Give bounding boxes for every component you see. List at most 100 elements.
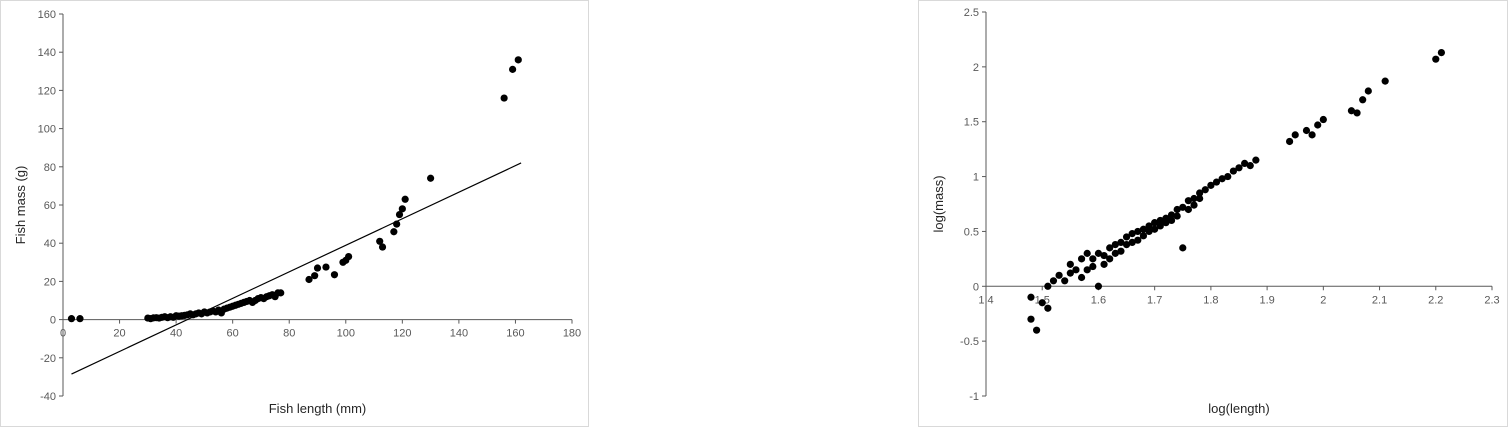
data-point: [1167, 211, 1176, 219]
data-point: [427, 174, 435, 182]
data-point: [1049, 277, 1058, 285]
data-point: [1353, 109, 1361, 117]
data-point: [1179, 244, 1187, 252]
right-tick-labels: -1-0.500.511.522.51.41.51.61.71.81.922.1…: [960, 7, 1500, 403]
x-tick-label: 1.4: [978, 294, 993, 306]
x-tick-label: 1.7: [1147, 294, 1162, 306]
data-point: [1173, 205, 1181, 214]
data-point: [1190, 201, 1198, 209]
x-tick-label: 2.1: [1372, 294, 1387, 306]
data-point: [1224, 172, 1232, 181]
data-point: [1151, 219, 1159, 227]
data-point: [1196, 194, 1204, 203]
data-point: [1100, 251, 1108, 260]
data-point: [390, 228, 398, 236]
y-tick-label: 120: [38, 85, 56, 97]
data-point: [1128, 230, 1136, 238]
x-tick-label: 1.8: [1203, 294, 1218, 306]
data-point: [1179, 203, 1187, 211]
data-point: [1162, 219, 1170, 227]
y-tick-label: 2.5: [964, 7, 979, 19]
chart-right-svg: -1-0.500.511.522.51.41.51.61.71.81.922.1…: [931, 7, 1500, 416]
data-point: [378, 243, 387, 251]
data-point: [1038, 299, 1046, 307]
y-tick-label: 0: [973, 281, 979, 293]
x-tick-label: 20: [113, 328, 125, 340]
data-point: [398, 205, 406, 213]
data-point: [1072, 266, 1080, 274]
left-trendline: [71, 162, 522, 375]
x-tick-label: 100: [337, 328, 355, 340]
data-point: [401, 195, 409, 203]
data-point: [1184, 197, 1192, 205]
data-point: [1246, 162, 1254, 170]
data-point: [1145, 222, 1153, 230]
x-tick-label: 2.3: [1484, 294, 1499, 306]
data-point: [1218, 175, 1226, 183]
x-tick-label: 140: [450, 328, 468, 340]
data-point: [1190, 194, 1198, 203]
y-tick-label: 1.5: [964, 117, 979, 129]
data-point: [1055, 271, 1063, 279]
y-tick-label: 60: [44, 200, 56, 212]
data-point: [311, 272, 319, 280]
data-point: [1044, 304, 1052, 312]
left-axes: [59, 13, 573, 397]
data-point: [1156, 216, 1164, 225]
trendline: [71, 162, 522, 375]
data-point: [1044, 282, 1052, 290]
right-points: [1027, 48, 1445, 334]
x-tick-label: 1.6: [1091, 294, 1106, 306]
y-tick-label: 140: [38, 47, 56, 59]
data-point: [395, 210, 404, 219]
data-point: [1207, 181, 1215, 189]
data-point: [1027, 315, 1035, 323]
data-point: [1106, 255, 1114, 263]
y-tick-label: 1: [973, 172, 979, 184]
y-tick-label: -40: [40, 391, 56, 403]
y-axis-title: Fish mass (g): [13, 166, 28, 245]
y-tick-label: 0: [50, 315, 56, 327]
chart-left-svg: -40 -20 0 20 40 60 80 100 120 140 160 0 20 40 60 80 100 1…: [13, 9, 581, 416]
data-point: [322, 263, 330, 271]
data-point: [1066, 269, 1074, 277]
data-point: [1302, 126, 1311, 135]
data-point: [1347, 107, 1356, 115]
x-tick-label: 2.2: [1428, 294, 1443, 306]
data-point: [500, 94, 508, 102]
data-point: [1286, 137, 1294, 146]
data-point: [1106, 244, 1114, 252]
data-point: [305, 275, 313, 284]
data-point: [1094, 249, 1103, 257]
data-point: [1117, 238, 1125, 246]
data-point: [1027, 293, 1035, 301]
data-point: [345, 252, 353, 261]
data-point: [1145, 227, 1153, 236]
data-point: [1134, 236, 1142, 244]
y-tick-label: 0.5: [964, 226, 979, 238]
y-tick-label: 20: [44, 276, 56, 288]
x-tick-label: 180: [563, 328, 581, 340]
x-axis-title: log(length): [1208, 401, 1269, 416]
data-point: [1033, 326, 1041, 334]
data-point: [1196, 189, 1204, 197]
y-tick-label: 2: [973, 62, 979, 74]
data-point: [509, 65, 517, 73]
left-points: [67, 56, 522, 323]
data-point: [1201, 186, 1209, 194]
data-point: [1173, 212, 1181, 220]
data-point: [1212, 178, 1221, 186]
data-point: [1066, 260, 1074, 268]
data-point: [1122, 240, 1131, 249]
x-tick-label: 160: [506, 328, 524, 340]
data-point: [1117, 247, 1125, 255]
data-point: [1111, 240, 1119, 249]
data-point: [1291, 131, 1299, 139]
data-point: [76, 315, 84, 323]
data-point: [1077, 255, 1086, 263]
right-axes: [982, 11, 1493, 397]
data-point: [376, 237, 384, 245]
data-point: [1151, 225, 1159, 233]
data-point: [1128, 238, 1136, 246]
data-point: [1364, 87, 1372, 95]
